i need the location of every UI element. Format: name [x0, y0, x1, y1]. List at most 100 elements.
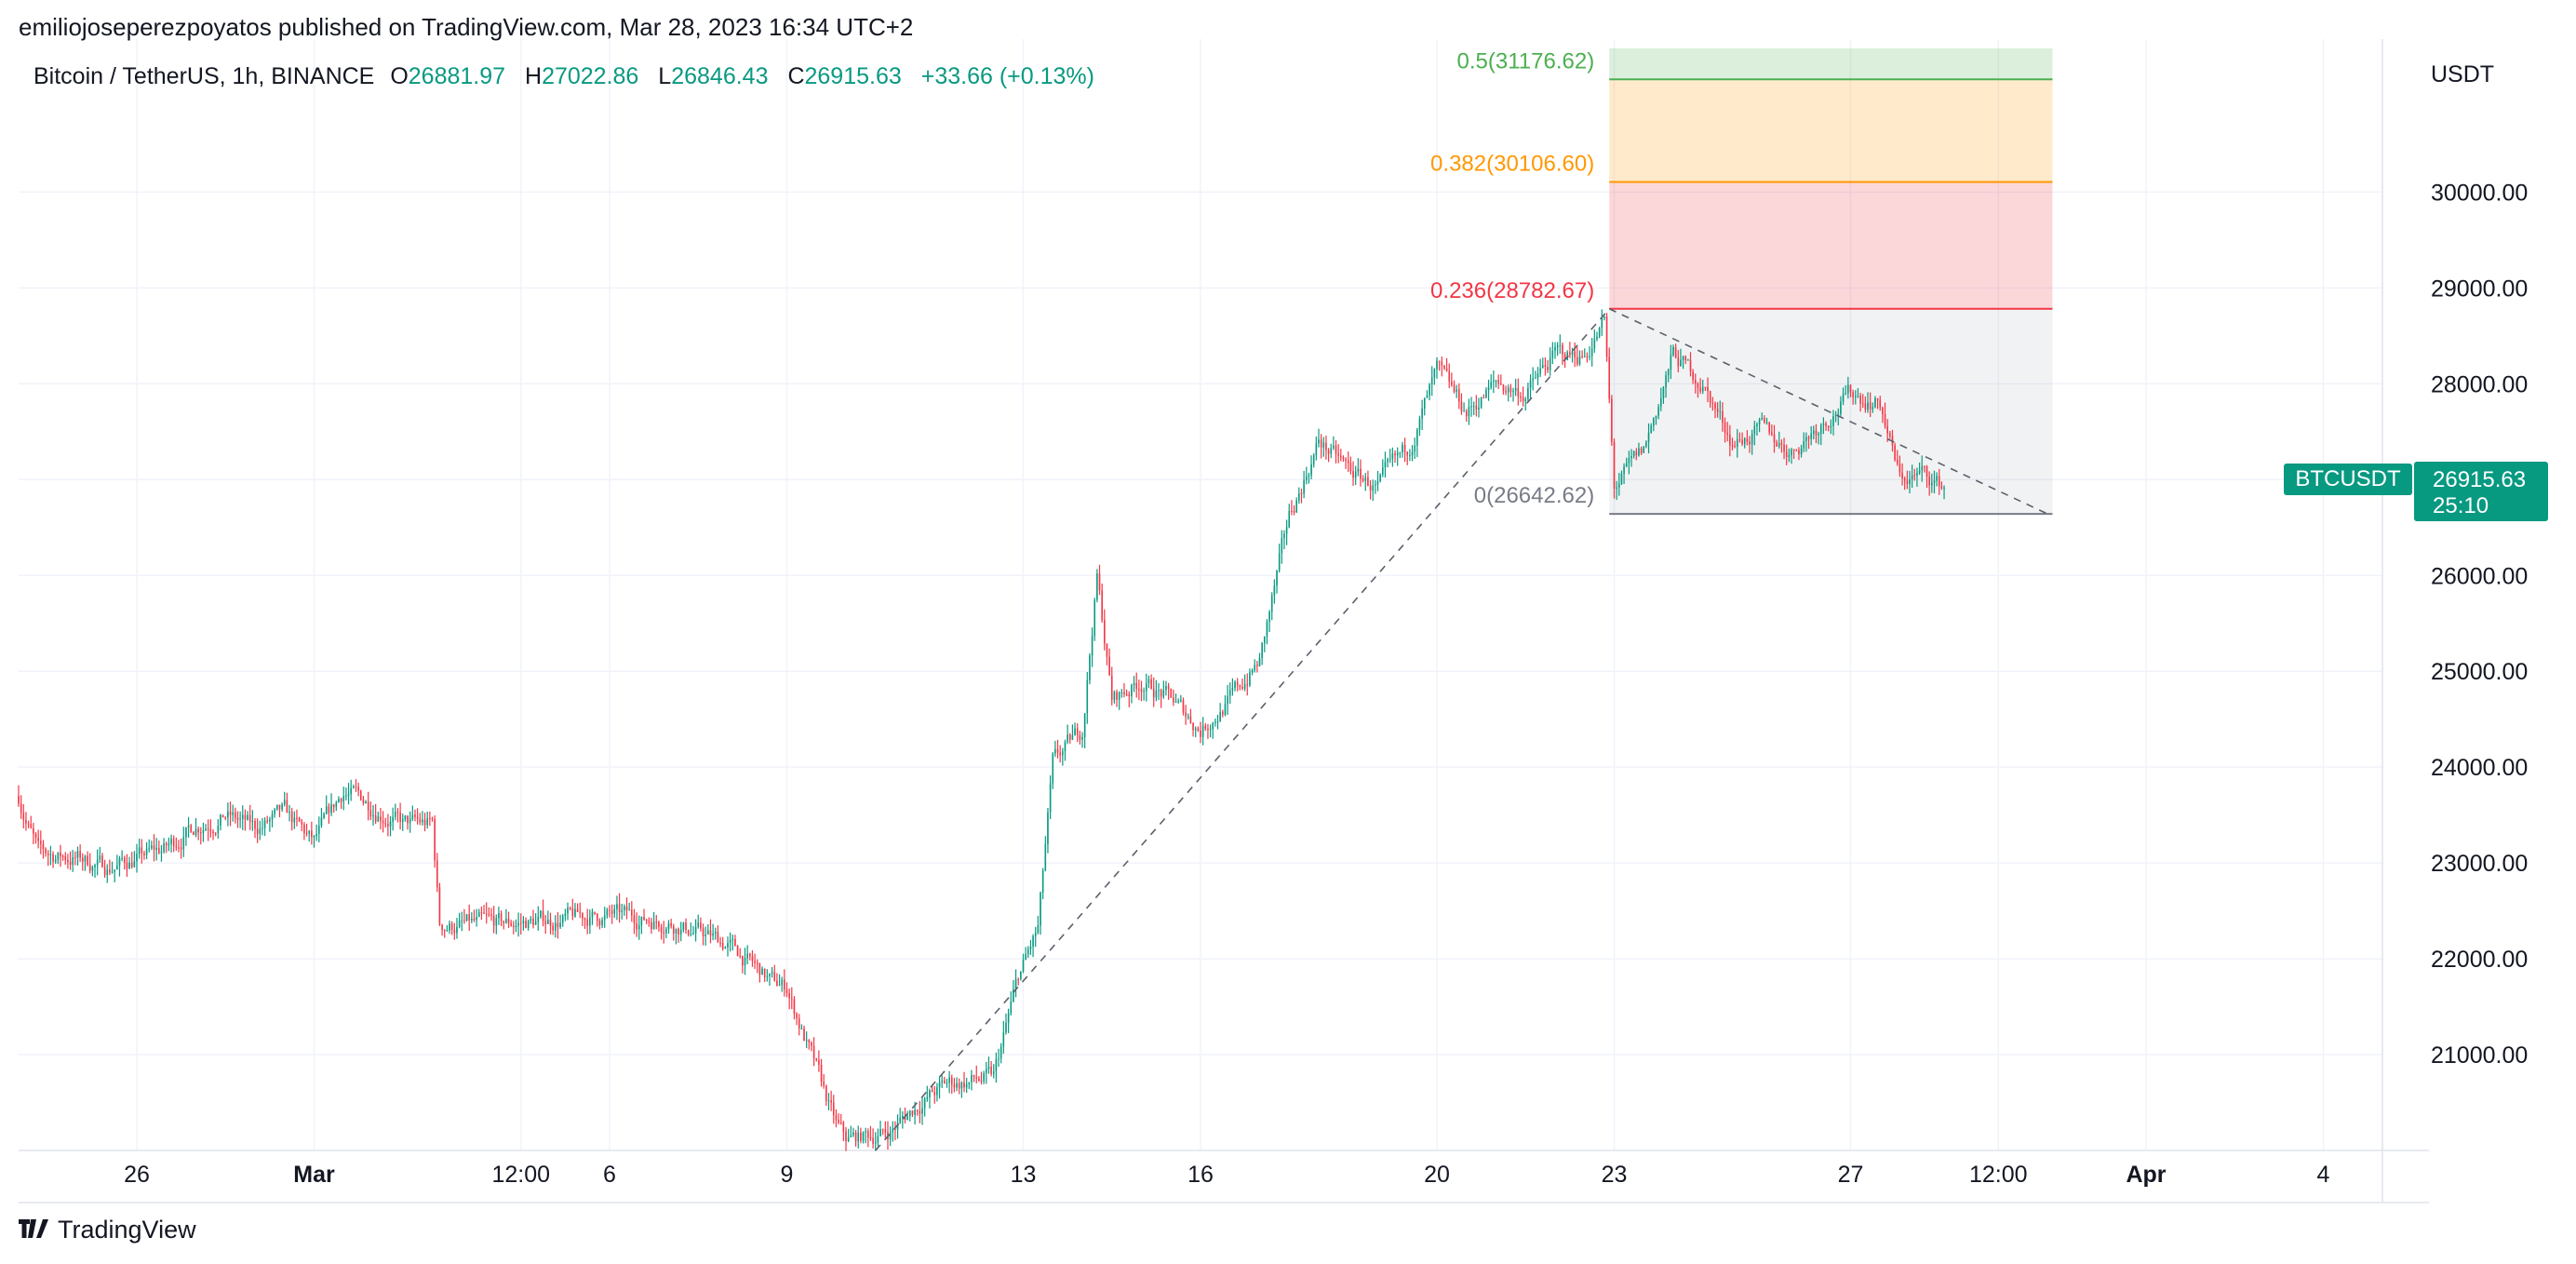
candle-body [1266, 621, 1268, 637]
footer-brand[interactable]: TradingView [19, 1212, 196, 1244]
candle-body [616, 904, 618, 909]
candle-body [515, 925, 517, 928]
candle-body [1514, 387, 1517, 392]
candle-body [586, 919, 588, 926]
candle-body [1672, 346, 1674, 356]
candle-body [471, 918, 473, 921]
candle-body [88, 864, 91, 871]
candle-body [298, 817, 301, 822]
candle-body [1630, 455, 1632, 459]
x-tick-label: 4 [2317, 1162, 2330, 1188]
candle-body [803, 1028, 805, 1041]
candle-body [1320, 439, 1322, 448]
candle-body [276, 804, 278, 810]
candle-body [1645, 442, 1647, 447]
candle-body [700, 922, 702, 929]
candle-body [1783, 444, 1785, 452]
candle-body [1731, 445, 1734, 447]
candle-body [422, 819, 423, 823]
candle-body [281, 804, 283, 810]
candle-body [103, 867, 106, 876]
candle-body [835, 1115, 838, 1121]
candle-body [1529, 380, 1532, 388]
x-tick-label: Apr [2126, 1162, 2166, 1188]
candle-body [1200, 730, 1201, 737]
candle-body [141, 847, 143, 854]
candle-body [1571, 351, 1574, 356]
candle-body [731, 938, 734, 940]
candle-body [1239, 685, 1241, 688]
candle-body [1697, 383, 1699, 388]
candle-body [986, 1069, 987, 1073]
candle-body [34, 833, 37, 839]
candle-body [1613, 441, 1616, 489]
candle-body [374, 815, 377, 822]
candle-body [81, 857, 84, 862]
last-price-tag: 26915.63 25:10 [2414, 462, 2548, 521]
candle-body [148, 847, 151, 849]
candle-body [1764, 418, 1765, 423]
candle-body [517, 922, 519, 926]
candle-body [49, 854, 52, 855]
candle-body [64, 855, 67, 860]
candle-body [1859, 396, 1861, 404]
candle-body [195, 828, 197, 836]
candle-body [27, 823, 30, 825]
dashed-trendline[interactable] [1608, 308, 2048, 515]
candle-body [591, 911, 594, 918]
candle-body [505, 919, 507, 923]
candle-body [1716, 409, 1719, 412]
candle-body [854, 1132, 857, 1142]
candle-body [589, 917, 591, 926]
fib-retracement[interactable]: 0.5(31176.62) 0.382(30106.60) 0.236(28782.… [1430, 48, 2053, 516]
candle-body [1067, 734, 1068, 743]
candle-body [874, 1142, 877, 1144]
candle-body [1670, 355, 1672, 370]
candle-body [1152, 688, 1155, 698]
price-axis[interactable]: USDT 21000.00 22000.00 23000.00 24000.00 2500… [2431, 61, 2528, 1069]
candle-body [389, 821, 392, 827]
trendlines[interactable] [19, 308, 2382, 1151]
candle-body [1212, 722, 1214, 730]
symbol-name[interactable]: Bitcoin / TetherUS, 1h, BINANCE [34, 63, 375, 89]
candle-body [1605, 316, 1608, 357]
candle-body [665, 928, 667, 934]
candle-body [1872, 407, 1874, 410]
time-axis[interactable]: 26 Mar 12:00 6 9 13 16 20 23 27 12:00 Apr 4 [124, 1162, 2329, 1188]
low-value: 26846.43 [671, 63, 769, 89]
fib-level-label: 0.5(31176.62) [1457, 48, 1595, 74]
candle-body [262, 827, 263, 829]
dashed-trendline[interactable] [875, 308, 1610, 1151]
candle-body [946, 1082, 948, 1084]
candle-body [692, 933, 694, 935]
candle-body [812, 1045, 815, 1059]
candle-body [1758, 419, 1761, 424]
candle-body [1160, 690, 1162, 697]
candle-body [1470, 406, 1472, 408]
candle-body [1896, 459, 1898, 464]
candle-body [1682, 356, 1684, 360]
candle-body [1751, 434, 1753, 445]
candle-body [973, 1075, 975, 1077]
candle-body [1743, 438, 1746, 445]
candle-body [1451, 381, 1453, 385]
candle-body [423, 819, 426, 826]
candle-body [754, 961, 756, 963]
candle-body [1517, 387, 1520, 397]
candle-body [345, 795, 347, 797]
candle-body [884, 1129, 887, 1133]
candle-body [247, 814, 248, 820]
candle-body [1813, 430, 1815, 434]
candle-body [1590, 348, 1593, 356]
candle-body [1773, 434, 1776, 443]
candle-body [485, 913, 488, 915]
candle-body [892, 1129, 894, 1133]
candle-body [40, 840, 42, 844]
candle-body [1288, 510, 1291, 528]
candle-body [1162, 690, 1165, 697]
candle-body [1133, 683, 1135, 685]
candle-body [1734, 445, 1736, 448]
candle-body [704, 934, 706, 936]
candle-body [1684, 356, 1687, 361]
